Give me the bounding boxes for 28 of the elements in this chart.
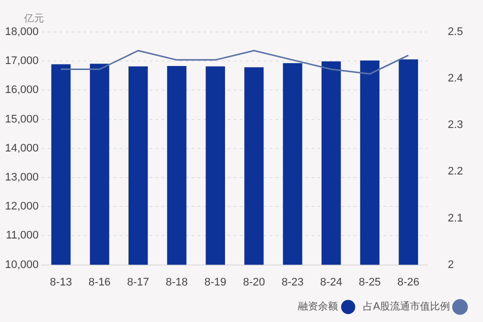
x-tick-label: 8-13 — [50, 276, 72, 288]
y-tick-label: 16,000 — [4, 84, 39, 96]
x-tick-label: 8-16 — [88, 276, 111, 288]
y2-tick-label: 2.2 — [448, 166, 464, 178]
y2-tick-label: 2 — [448, 258, 454, 271]
y-tick-label: 14,000 — [4, 142, 39, 154]
x-tick-label: 8-25 — [358, 276, 381, 288]
y2-tick-label: 2.5 — [448, 26, 464, 38]
y-axis-title: 亿元 — [23, 14, 44, 25]
x-tick-label: 8-23 — [282, 276, 304, 288]
x-tick-label: 8-18 — [166, 276, 188, 288]
legend-label: 占A股流通市值比例 — [363, 300, 450, 313]
y-tick-label: 10,000 — [4, 258, 39, 271]
y2-tick-label: 2.4 — [448, 72, 464, 85]
y-tick-label: 13,000 — [4, 172, 39, 184]
y-tick-label: 11,000 — [6, 230, 39, 242]
y2-tick-label: 2.3 — [448, 119, 464, 132]
y-tick-label: 17,000 — [4, 55, 39, 68]
x-tick-label: 8-24 — [320, 276, 342, 288]
x-tick-label: 8-20 — [242, 276, 265, 288]
y2-tick-label: 2.1 — [448, 212, 464, 224]
x-tick-label: 8-17 — [127, 276, 150, 288]
y-tick-label: 18,000 — [4, 26, 39, 38]
legend-label: 融资余额 — [298, 300, 338, 313]
y-tick-label: 12,000 — [4, 200, 39, 213]
y-tick-label: 15,000 — [4, 113, 39, 126]
x-tick-label: 8-19 — [204, 276, 226, 288]
x-tick-label: 8-26 — [397, 276, 420, 288]
